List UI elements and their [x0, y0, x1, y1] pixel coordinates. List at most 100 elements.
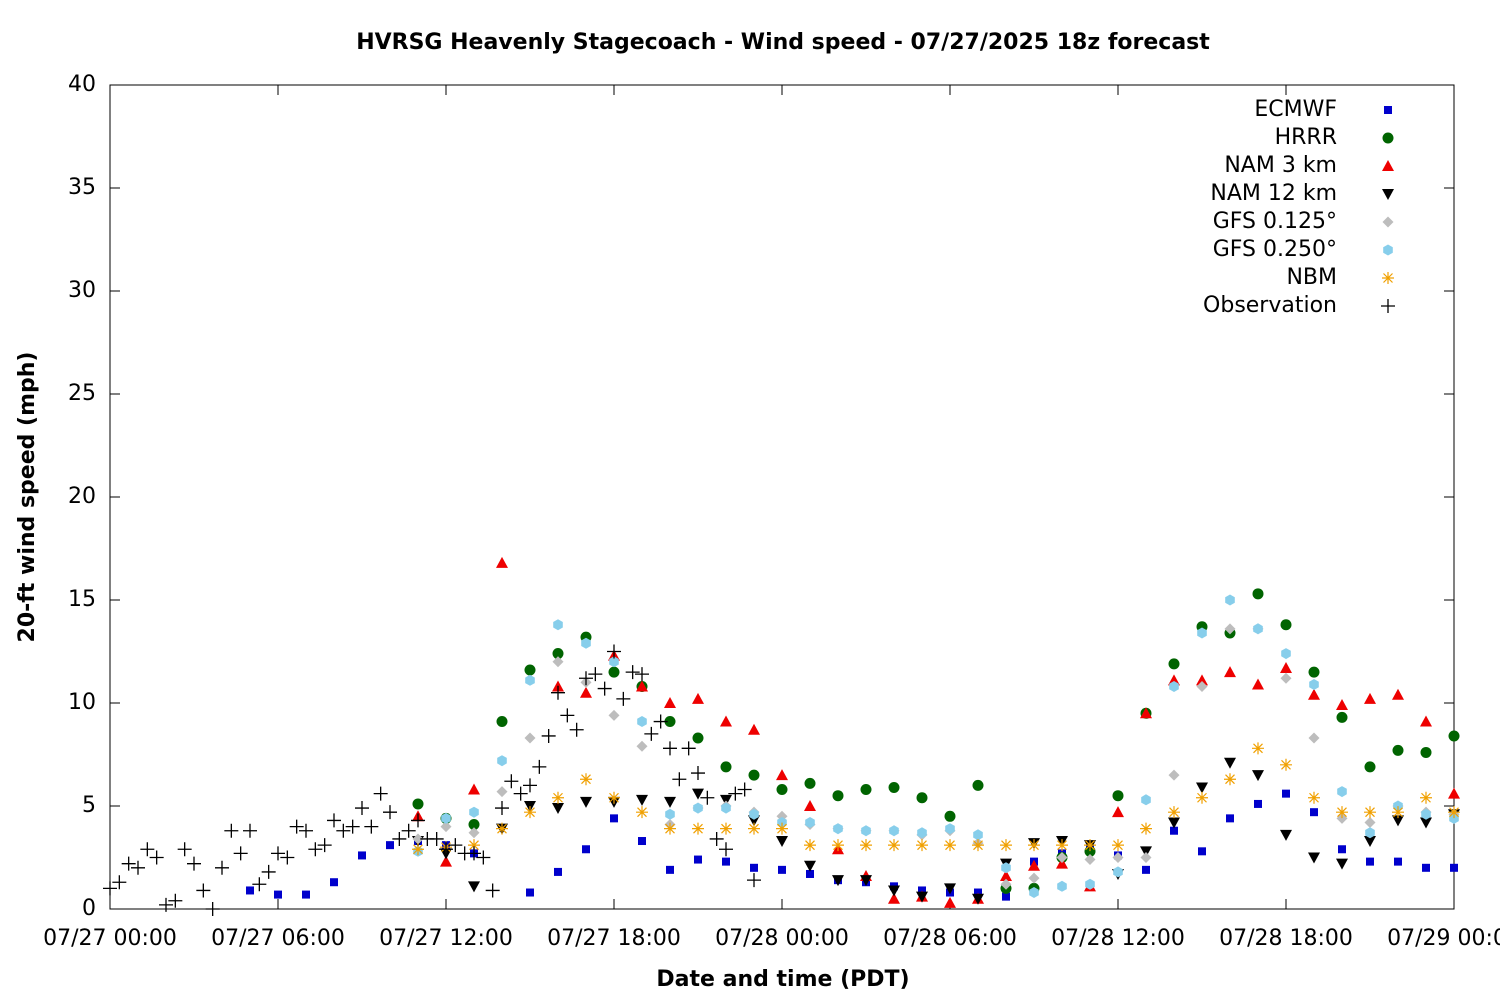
- data-point: [665, 808, 675, 820]
- legend-label: Observation: [1203, 293, 1337, 318]
- data-point: [580, 686, 592, 698]
- data-point: [944, 896, 956, 908]
- data-point: [972, 779, 984, 791]
- data-point: [692, 732, 704, 744]
- data-point: [280, 850, 295, 865]
- data-point: [1140, 846, 1152, 858]
- data-point: [944, 810, 956, 822]
- data-point: [748, 822, 760, 835]
- data-point: [552, 803, 564, 815]
- data-point: [608, 709, 620, 721]
- data-point: [1394, 857, 1402, 866]
- data-point: [974, 888, 982, 897]
- data-point: [551, 685, 565, 700]
- data-point: [1364, 806, 1376, 819]
- data-point: [749, 808, 759, 820]
- data-point: [1196, 681, 1208, 693]
- data-point: [569, 722, 584, 737]
- data-point: [653, 714, 668, 729]
- data-point: [681, 741, 696, 756]
- legend-marker: [1381, 299, 1395, 313]
- data-point: [495, 801, 509, 816]
- data-point: [1224, 773, 1236, 786]
- data-point: [439, 842, 453, 857]
- data-point: [636, 806, 648, 819]
- data-point: [330, 878, 338, 887]
- data-point: [468, 839, 480, 852]
- data-point: [692, 822, 704, 835]
- data-point: [271, 846, 285, 861]
- data-point: [1113, 866, 1123, 878]
- data-point: [945, 823, 955, 835]
- data-point: [664, 822, 676, 835]
- data-point: [888, 839, 900, 852]
- data-point: [1168, 817, 1180, 829]
- data-point: [709, 831, 724, 846]
- data-point: [1197, 627, 1207, 639]
- data-point: [302, 890, 310, 899]
- data-point: [261, 864, 276, 879]
- data-point: [1338, 845, 1346, 854]
- data-point: [467, 846, 481, 861]
- x-tick-label: 07/28 06:00: [883, 926, 1017, 951]
- data-point: [1336, 806, 1348, 819]
- data-point: [888, 885, 900, 897]
- data-point: [1392, 688, 1404, 700]
- x-tick-label: 07/29 00:00: [1387, 926, 1500, 951]
- data-point: [805, 817, 815, 828]
- data-point: [635, 667, 649, 682]
- data-point: [1308, 732, 1320, 744]
- data-point: [355, 801, 369, 816]
- data-point: [1028, 839, 1040, 852]
- y-axis-label: 20-ft wind speed (mph): [15, 352, 40, 643]
- data-point: [581, 637, 591, 649]
- data-point: [638, 837, 646, 846]
- data-point: [112, 875, 127, 890]
- legend-label: NAM 3 km: [1224, 153, 1337, 178]
- data-point: [187, 856, 201, 871]
- legend-label: HRRR: [1275, 125, 1337, 150]
- data-point: [524, 664, 536, 676]
- data-point: [1448, 806, 1460, 819]
- data-point: [1084, 854, 1096, 866]
- data-point: [804, 777, 816, 789]
- data-point: [692, 788, 704, 800]
- data-point: [553, 619, 563, 631]
- data-point: [748, 815, 760, 827]
- data-point: [1280, 672, 1292, 684]
- data-point: [401, 823, 416, 838]
- data-point: [468, 783, 480, 795]
- data-point: [1309, 679, 1319, 690]
- data-point: [1308, 666, 1320, 678]
- data-point: [1168, 658, 1180, 670]
- data-point: [1198, 847, 1206, 856]
- data-point: [552, 656, 564, 668]
- data-point: [1141, 794, 1151, 806]
- data-point: [636, 740, 648, 752]
- data-point: [554, 867, 562, 876]
- data-point: [776, 769, 788, 781]
- data-point: [1226, 814, 1234, 823]
- data-point: [532, 759, 547, 774]
- data-point: [441, 812, 451, 824]
- data-point: [580, 773, 592, 786]
- data-point: [610, 814, 618, 823]
- data-point: [804, 839, 816, 852]
- legend-label: GFS 0.250°: [1213, 237, 1337, 262]
- data-point: [233, 846, 248, 861]
- data-point: [1364, 761, 1376, 773]
- data-point: [806, 869, 814, 878]
- data-point: [1170, 826, 1178, 835]
- data-point: [412, 843, 424, 856]
- data-point: [1365, 827, 1375, 839]
- data-point: [672, 772, 687, 787]
- data-point: [1364, 816, 1376, 828]
- data-point: [1028, 859, 1040, 871]
- data-point: [149, 850, 164, 865]
- data-point: [299, 823, 313, 838]
- data-point: [364, 819, 379, 834]
- data-point: [1056, 857, 1068, 869]
- y-tick-label: 0: [82, 896, 96, 921]
- data-point: [215, 860, 229, 875]
